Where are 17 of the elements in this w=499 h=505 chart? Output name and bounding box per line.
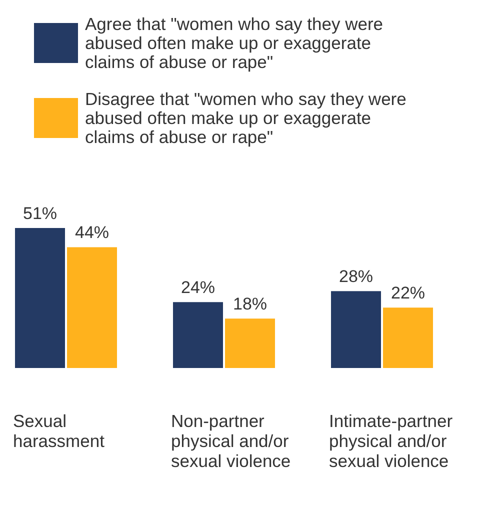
bar [67, 247, 117, 368]
data-label: 24% [180, 278, 216, 298]
bar [173, 302, 223, 368]
data-label: 18% [232, 294, 268, 314]
x-tick-label: Sexual harassment [13, 411, 105, 451]
bar [225, 318, 275, 368]
data-label: 51% [22, 204, 58, 223]
bar [383, 308, 433, 368]
legend-label: Disagree that "women who say they were abused often make up or exaggerate claims of abuse or rape" [85, 89, 406, 147]
data-label: 22% [390, 284, 426, 303]
data-label: 44% [74, 223, 110, 242]
bar [15, 228, 65, 368]
legend-label: Agree that "women who say they were abused often make up or exaggerate claims of abuse or rape" [85, 14, 384, 72]
x-tick-label: Non-partner physical and/or sexual violence [171, 411, 291, 471]
data-label: 28% [338, 267, 374, 286]
x-tick-label: Intimate-partner physical and/or sexual violence [329, 411, 453, 471]
bar [331, 291, 381, 368]
